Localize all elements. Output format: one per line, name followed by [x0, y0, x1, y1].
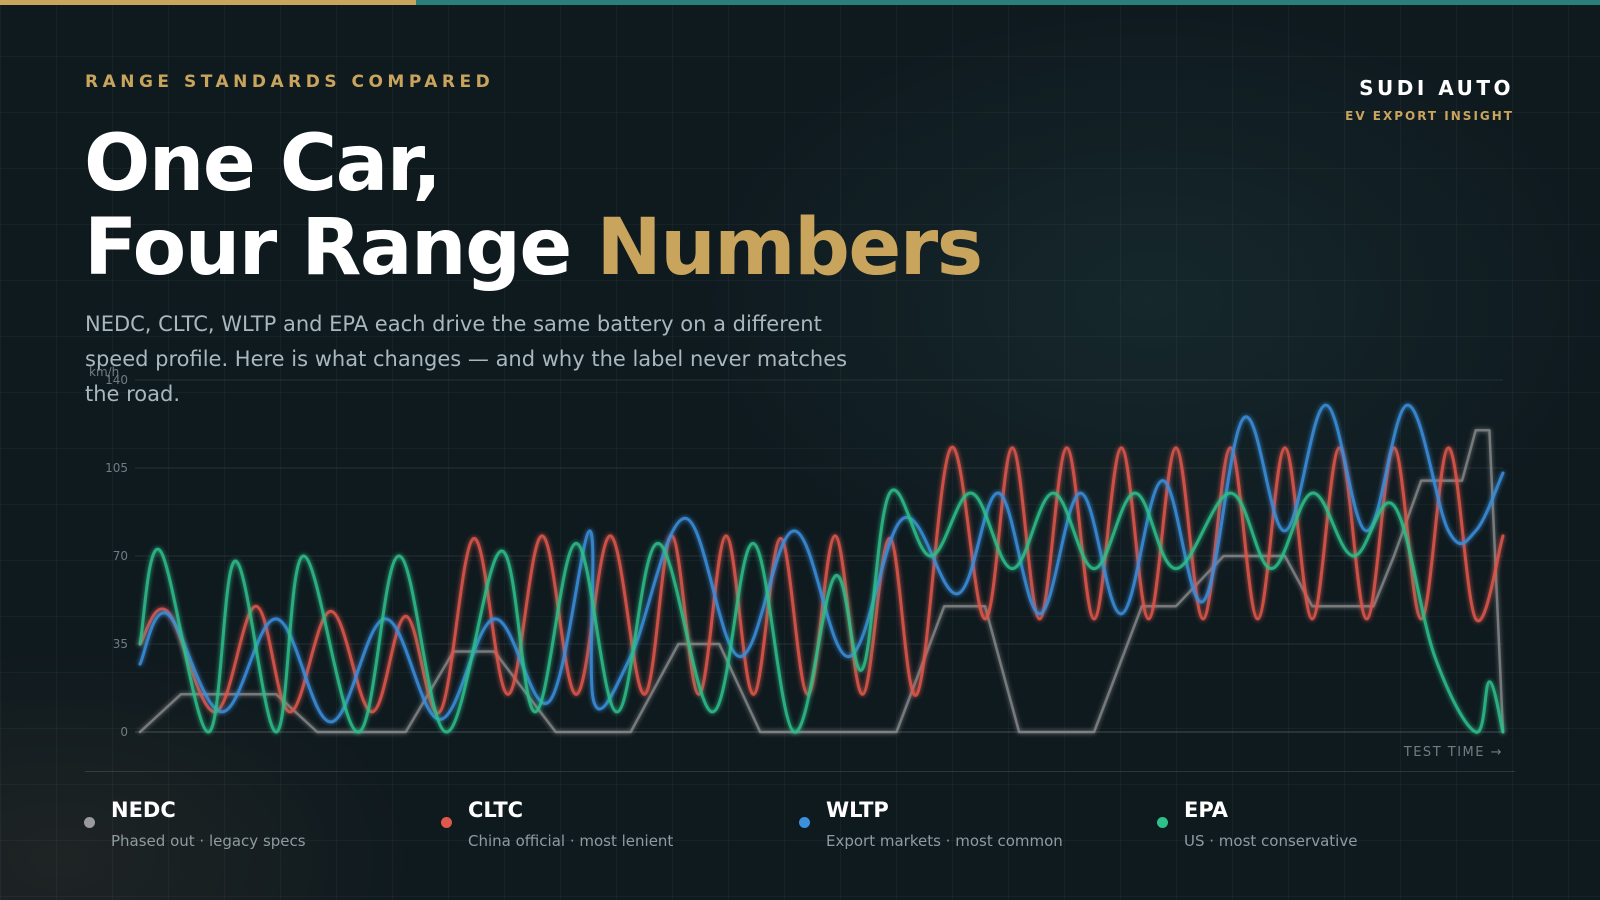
- legend-dot: [799, 817, 810, 828]
- y-tick-label: 105: [105, 461, 128, 475]
- brand-name: SUDI AUTO: [1359, 76, 1514, 100]
- y-tick-label: 70: [113, 549, 128, 563]
- legend-series-description: Phased out · legacy specs: [111, 832, 306, 850]
- subtitle: NEDC, CLTC, WLTP and EPA each drive the …: [85, 312, 848, 406]
- x-axis-label: TEST TIME →: [1403, 745, 1503, 760]
- legend-series-name: EPA: [1184, 798, 1229, 822]
- brand-block: SUDI AUTO EV EXPORT INSIGHT: [1345, 76, 1514, 123]
- chart-series: [138, 403, 1505, 734]
- y-tick-label: 0: [120, 725, 128, 739]
- legend-series-description: US · most conservative: [1184, 832, 1358, 850]
- top-bar-teal-segment: [416, 0, 1600, 5]
- headline: One Car, Four Range Numbers: [84, 119, 983, 293]
- chart-gridlines: [135, 379, 1503, 733]
- headline-line2: Four Range: [84, 203, 597, 293]
- legend-series-name: CLTC: [468, 798, 524, 822]
- top-accent-bar: [0, 0, 1600, 5]
- legend-dot: [84, 817, 95, 828]
- legend-dot: [441, 817, 452, 828]
- series-line-wltp: [138, 403, 1505, 724]
- eyebrow-label: RANGE STANDARDS COMPARED: [85, 72, 495, 92]
- series-line-epa: [138, 488, 1505, 734]
- legend-divider: [85, 771, 1515, 772]
- legend-series-name: NEDC: [111, 798, 176, 822]
- series-line-nedc: [138, 429, 1505, 734]
- top-bar-gold-segment: [0, 0, 416, 5]
- legend-series-name: WLTP: [826, 798, 889, 822]
- legend-series-description: China official · most lenient: [468, 832, 674, 850]
- headline-line1: One Car,: [84, 119, 442, 209]
- brand-tagline: EV EXPORT INSIGHT: [1345, 109, 1514, 123]
- legend-series-description: Export markets · most common: [826, 832, 1063, 850]
- y-tick-label: 35: [113, 637, 128, 651]
- y-tick-label: 140: [105, 373, 128, 387]
- legend-dot: [1157, 817, 1168, 828]
- y-axis-label: km/h: [89, 365, 119, 379]
- y-axis-ticks: 0 35 70 105 140: [105, 373, 128, 739]
- headline-accent-word: Numbers: [596, 203, 983, 293]
